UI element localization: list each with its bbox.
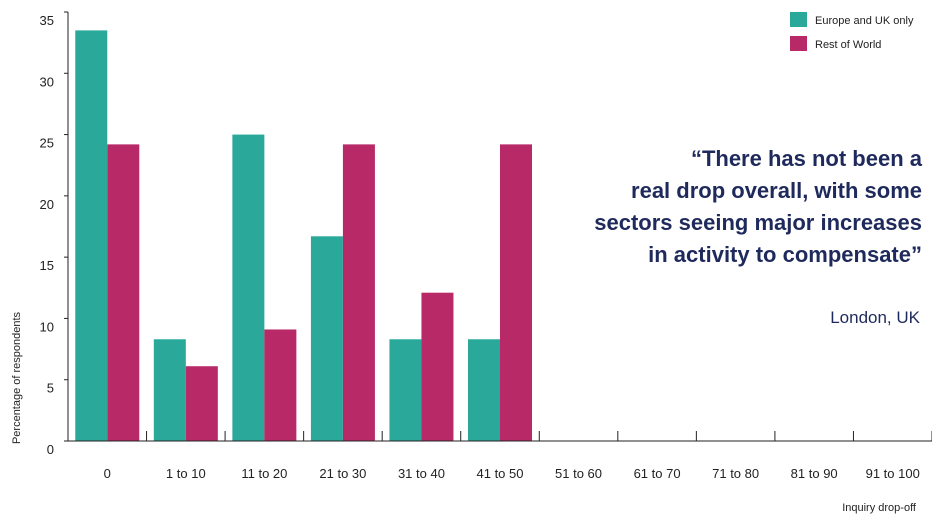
x-ticks-group: 0 1 to 10 11 to 20 21 to 30 31 to 40 41 to 50…	[104, 431, 932, 481]
bar-rest-of-world	[264, 329, 297, 441]
bar-rest-of-world	[342, 144, 375, 441]
y-tick-label: 15	[40, 258, 54, 273]
legend: Europe and UK only Rest of World	[790, 12, 914, 51]
x-tick-label: 71 to 80	[712, 466, 759, 481]
legend-label: Europe and UK only	[815, 15, 914, 27]
x-tick-label: 81 to 90	[791, 466, 838, 481]
x-axis-label: Inquiry drop-off	[842, 502, 917, 514]
y-tick-label: 25	[40, 136, 54, 151]
bar-europe-uk	[232, 134, 265, 442]
x-tick-label: 0	[104, 466, 111, 481]
y-ticks-group: 0 5 10 15 20 25 30 35	[40, 11, 68, 457]
bar-europe-uk	[389, 339, 422, 441]
y-tick-label: 35	[40, 13, 54, 28]
x-tick-label: 11 to 20	[241, 466, 287, 481]
legend-swatch	[790, 12, 807, 27]
y-tick-label: 5	[47, 381, 54, 396]
bars-group	[75, 30, 532, 442]
x-tick-label: 31 to 40	[398, 466, 445, 481]
quote-line: in activity to compensate”	[648, 242, 922, 267]
legend-label: Rest of World	[815, 39, 881, 51]
quote-line: real drop overall, with some	[631, 178, 922, 203]
bar-europe-uk	[153, 339, 186, 441]
y-tick-label: 20	[40, 197, 54, 212]
quote-line: “There has not been a	[690, 146, 922, 171]
bar-europe-uk	[468, 339, 500, 441]
bar-rest-of-world	[421, 292, 454, 441]
y-tick-label: 0	[47, 442, 54, 457]
y-axis-label: Percentage of respondents	[11, 311, 23, 444]
bar-rest-of-world	[107, 144, 140, 441]
x-tick-label: 61 to 70	[634, 466, 681, 481]
bar-rest-of-world	[185, 366, 218, 441]
y-tick-label: 30	[40, 74, 54, 89]
quote-attribution: London, UK	[830, 308, 920, 327]
bar-rest-of-world	[500, 144, 532, 441]
x-tick-label: 51 to 60	[555, 466, 602, 481]
quote-block: “There has not been a real drop overall,…	[502, 143, 922, 271]
bar-europe-uk	[310, 236, 343, 441]
x-tick-label: 91 to 100	[866, 466, 920, 481]
bar-europe-uk	[75, 30, 108, 442]
x-tick-label: 41 to 50	[477, 466, 524, 481]
x-tick-label: 21 to 30	[319, 466, 366, 481]
y-tick-label: 10	[40, 319, 54, 334]
legend-swatch	[790, 36, 807, 51]
x-tick-label: 1 to 10	[166, 466, 206, 481]
quote-line: sectors seeing major increases	[594, 210, 922, 235]
